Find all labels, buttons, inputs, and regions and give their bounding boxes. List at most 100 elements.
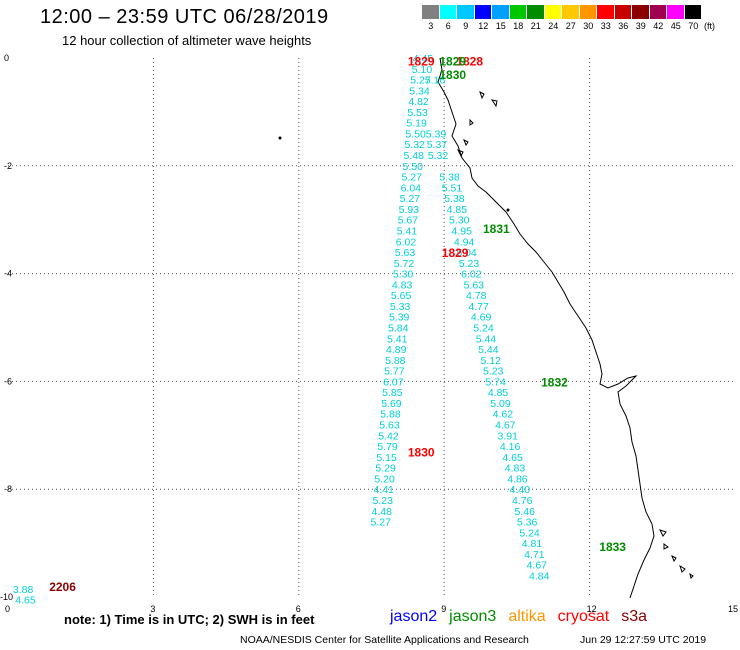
wave-height-value: 5.30 (393, 269, 414, 281)
wave-height-value: 5.39 (426, 128, 447, 140)
legend-label: 18 (513, 21, 524, 31)
satellite-name: jason3 (449, 608, 497, 625)
wave-height-value: 5.93 (399, 204, 420, 216)
wave-height-value: 5.50 (405, 128, 426, 140)
wave-height-value: 3.91 (498, 430, 519, 442)
legend-label: 15 (495, 21, 506, 31)
legend-label: 45 (670, 21, 681, 31)
pass-time-label: 1831 (483, 222, 510, 236)
wave-height-value: 4.78 (466, 290, 487, 302)
wave-height-value: 4.67 (495, 420, 516, 432)
coastline-path (437, 57, 655, 599)
wave-height-value: 5.12 (481, 355, 502, 367)
pass-time-label: 1833 (599, 540, 626, 554)
wave-height-value: 5.23 (459, 258, 480, 270)
wave-height-value: 5.30 (449, 215, 470, 227)
color-legend: 3 6 9 12 15 18 21 24 27 30 33 36 39 42 45 70 (ft) (422, 5, 715, 37)
x-tick-label: 3 (150, 604, 155, 614)
legend-swatch (597, 5, 615, 19)
x-tick-label: 6 (296, 604, 301, 614)
footer-credit: NOAA/NESDIS Center for Satellite Applica… (240, 634, 529, 646)
pass-time-label: 1829 (408, 55, 435, 69)
wave-height-value: 5.41 (387, 333, 408, 345)
wave-height-value: 4.76 (512, 495, 533, 507)
y-tick-label: -10 (0, 592, 13, 602)
coastline (278, 57, 694, 599)
wave-height-value: 4.81 (522, 538, 543, 550)
wave-height-value: 4.95 (451, 225, 472, 237)
wave-height-value: 5.51 (442, 182, 463, 194)
wave-height-value: 5.53 (407, 107, 428, 119)
legend-label: 30 (583, 21, 594, 31)
pass-time-label: 1829 (439, 55, 466, 69)
wave-height-value: 5.27 (400, 193, 421, 205)
wave-height-value: 5.88 (385, 355, 406, 367)
legend-swatch (667, 5, 685, 19)
legend-swatch (509, 5, 527, 19)
wave-height-value: 4.83 (505, 463, 526, 475)
satellite-name: cryosat (557, 608, 610, 625)
wave-height-value: 5.34 (409, 85, 430, 97)
pass-time-label: 1830 (439, 68, 466, 82)
legend-label: 42 (653, 21, 664, 31)
wave-height-value: 4.85 (447, 204, 468, 216)
wave-height-value: 5.88 (380, 409, 401, 421)
legend-swatches (422, 5, 715, 19)
wave-height-value: 5.74 (485, 376, 506, 388)
legend-label: 36 (618, 21, 629, 31)
wave-height-value: 4.82 (408, 96, 429, 108)
satellite-name: s3a (621, 608, 648, 625)
pass-time-label: 1828 (456, 55, 483, 69)
wave-height-value: 4.65 (15, 595, 36, 607)
wave-height-value: 5.79 (377, 441, 398, 453)
legend-label: 6 (445, 21, 451, 31)
wave-height-value: 5.27 (410, 75, 431, 87)
wave-height-value: 5.27 (371, 517, 392, 529)
legend-label: 21 (530, 21, 541, 31)
wave-height-value: 4.45 (413, 53, 434, 65)
x-tick-label: 15 (728, 604, 738, 614)
wave-height-value: 4.83 (392, 279, 413, 291)
legend-swatch (439, 5, 457, 19)
wave-height-value: 5.69 (381, 398, 402, 410)
wave-height-value: 4.71 (524, 549, 545, 561)
x-tick-label: 9 (441, 604, 446, 614)
legend-unit: (ft) (704, 21, 715, 31)
legend-swatch (632, 5, 650, 19)
legend-swatch (422, 5, 440, 19)
island-shape (278, 136, 282, 140)
pass-time-label: 2206 (49, 580, 76, 594)
legend-swatch (457, 5, 475, 19)
wave-height-value: 5.63 (395, 247, 416, 259)
wave-height-value: 5.42 (378, 430, 399, 442)
y-tick-label: 0 (4, 53, 9, 63)
wave-height-value: 5.67 (398, 215, 419, 227)
legend-labels: 3 6 9 12 15 18 21 24 27 30 33 36 39 42 45 70 (ft) (422, 21, 715, 31)
wave-height-value: 5.15 (376, 452, 397, 464)
satellite-name: jason2 (390, 608, 438, 625)
wave-height-value: 6.04 (401, 182, 422, 194)
wave-height-labels: 4.455.105.275.344.825.535.195.505.325.48… (13, 53, 550, 607)
wave-height-value: 5.37 (427, 139, 448, 151)
wave-height-value: 5.44 (476, 333, 497, 345)
wave-height-value: 5.23 (483, 366, 504, 378)
wave-height-value: 4.84 (529, 570, 550, 582)
legend-label: 12 (478, 21, 489, 31)
x-tick-label: 12 (587, 604, 597, 614)
wave-height-value: 5.24 (519, 527, 540, 539)
legend-swatch (492, 5, 510, 19)
wave-height-value: 5.32 (404, 139, 425, 151)
map-subtitle: 12 hour collection of altimeter wave hei… (62, 33, 312, 48)
wave-height-value: 5.44 (478, 344, 499, 356)
wave-height-value: 4.69 (471, 312, 492, 324)
wave-height-value: 5.19 (406, 118, 427, 130)
y-tick-label: -4 (4, 269, 12, 279)
legend-label: 27 (565, 21, 576, 31)
wave-height-value: 5.72 (394, 258, 415, 270)
wave-height-value: 5.63 (379, 420, 400, 432)
wave-height-value: 4.48 (372, 506, 393, 518)
wave-height-value: 5.29 (375, 463, 396, 475)
wave-height-value: 5.23 (372, 495, 393, 507)
